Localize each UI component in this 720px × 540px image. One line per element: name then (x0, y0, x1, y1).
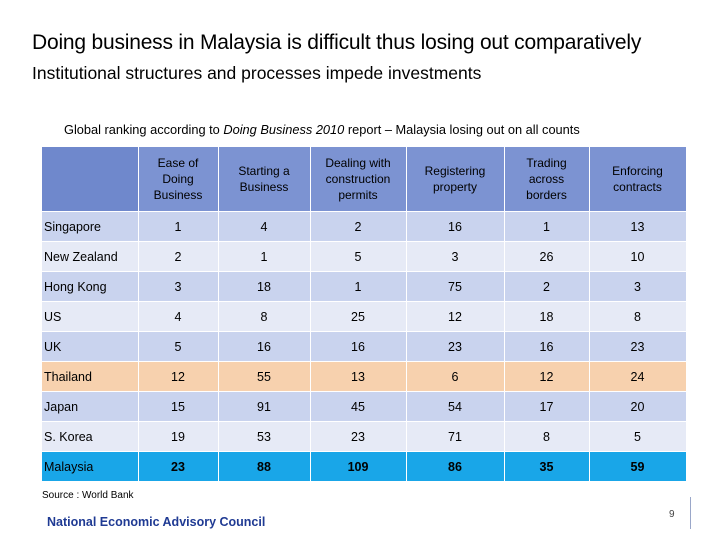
rank-cell: 4 (218, 211, 311, 242)
rank-cell: 59 (589, 451, 687, 481)
table-row: S. Korea 19 53 23 71 8 5 (42, 421, 687, 452)
country-cell: New Zealand (42, 241, 139, 272)
table-row: Japan 15 91 45 54 17 20 (42, 391, 687, 422)
rank-cell: 16 (310, 331, 407, 362)
rank-cell: 2 (310, 211, 407, 242)
rank-cell: 2 (504, 271, 590, 302)
rank-cell: 91 (218, 391, 311, 422)
rank-cell: 12 (406, 301, 505, 332)
rank-cell: 1 (218, 241, 311, 272)
rank-cell: 88 (218, 451, 311, 481)
caption-report-name: Doing Business 2010 (223, 122, 345, 137)
rank-cell: 5 (310, 241, 407, 272)
rank-cell: 26 (504, 241, 590, 272)
rank-cell: 2 (138, 241, 219, 272)
rank-cell: 45 (310, 391, 407, 422)
rank-cell: 4 (138, 301, 219, 332)
country-cell: Japan (42, 391, 139, 422)
rank-cell: 71 (406, 421, 505, 452)
rank-cell: 18 (504, 301, 590, 332)
country-cell: Singapore (42, 211, 139, 242)
column-header: Trading across borders (504, 147, 590, 212)
column-header: Enforcing contracts (589, 147, 687, 212)
column-header: Registering property (406, 147, 505, 212)
rank-cell: 13 (589, 211, 687, 242)
rank-cell: 12 (138, 361, 219, 392)
rank-cell: 12 (504, 361, 590, 392)
rank-cell: 20 (589, 391, 687, 422)
page-number: 9 (669, 509, 675, 520)
rank-cell: 53 (218, 421, 311, 452)
rank-cell: 23 (138, 451, 219, 481)
rank-cell: 86 (406, 451, 505, 481)
country-cell: Hong Kong (42, 271, 139, 302)
rank-cell: 5 (138, 331, 219, 362)
rank-cell: 8 (504, 421, 590, 452)
slide-subtitle: Institutional structures and processes i… (32, 63, 482, 83)
rank-cell: 8 (589, 301, 687, 332)
table-row: US 4 8 25 12 18 8 (42, 301, 687, 332)
table-caption: Global ranking according to Doing Busine… (64, 122, 580, 137)
caption-prefix: Global ranking according to (64, 122, 224, 137)
organization-footer: National Economic Advisory Council (47, 515, 266, 529)
country-cell: Thailand (42, 361, 139, 392)
table-row: Singapore 1 4 2 16 1 13 (42, 211, 687, 242)
rank-cell: 16 (504, 331, 590, 362)
country-cell: US (42, 301, 139, 332)
rank-cell: 15 (138, 391, 219, 422)
rank-cell: 13 (310, 361, 407, 392)
table-row: New Zealand 2 1 5 3 26 10 (42, 241, 687, 272)
rank-cell: 35 (504, 451, 590, 481)
rank-cell: 1 (504, 211, 590, 242)
country-cell: UK (42, 331, 139, 362)
rank-cell: 16 (218, 331, 311, 362)
ranking-table: Ease of Doing Business Starting a Busine… (42, 147, 687, 481)
rank-cell: 109 (310, 451, 407, 481)
rank-cell: 1 (310, 271, 407, 302)
rank-cell: 18 (218, 271, 311, 302)
table-corner-cell (42, 147, 139, 212)
table-row: UK 5 16 16 23 16 23 (42, 331, 687, 362)
rank-cell: 23 (406, 331, 505, 362)
table-row-malaysia: Malaysia 23 88 109 86 35 59 (42, 451, 687, 481)
column-header: Ease of Doing Business (138, 147, 219, 212)
rank-cell: 3 (138, 271, 219, 302)
rank-cell: 54 (406, 391, 505, 422)
caption-suffix: report – Malaysia losing out on all coun… (344, 122, 580, 137)
rank-cell: 3 (406, 241, 505, 272)
rank-cell: 8 (218, 301, 311, 332)
rank-cell: 23 (589, 331, 687, 362)
rank-cell: 1 (138, 211, 219, 242)
rank-cell: 6 (406, 361, 505, 392)
table-row-highlighted: Thailand 12 55 13 6 12 24 (42, 361, 687, 392)
slide-title: Doing business in Malaysia is difficult … (32, 31, 642, 54)
rank-cell: 16 (406, 211, 505, 242)
country-cell: Malaysia (42, 451, 139, 481)
rank-cell: 55 (218, 361, 311, 392)
source-note: Source : World Bank (42, 490, 134, 501)
country-cell: S. Korea (42, 421, 139, 452)
table-row: Hong Kong 3 18 1 75 2 3 (42, 271, 687, 302)
rank-cell: 5 (589, 421, 687, 452)
rank-cell: 23 (310, 421, 407, 452)
rank-cell: 19 (138, 421, 219, 452)
rank-cell: 24 (589, 361, 687, 392)
table-header-row: Ease of Doing Business Starting a Busine… (42, 147, 687, 212)
rank-cell: 17 (504, 391, 590, 422)
rank-cell: 3 (589, 271, 687, 302)
column-header: Dealing with construction permits (310, 147, 407, 212)
column-header: Starting a Business (218, 147, 311, 212)
footer-divider (690, 497, 691, 529)
rank-cell: 75 (406, 271, 505, 302)
rank-cell: 10 (589, 241, 687, 272)
rank-cell: 25 (310, 301, 407, 332)
